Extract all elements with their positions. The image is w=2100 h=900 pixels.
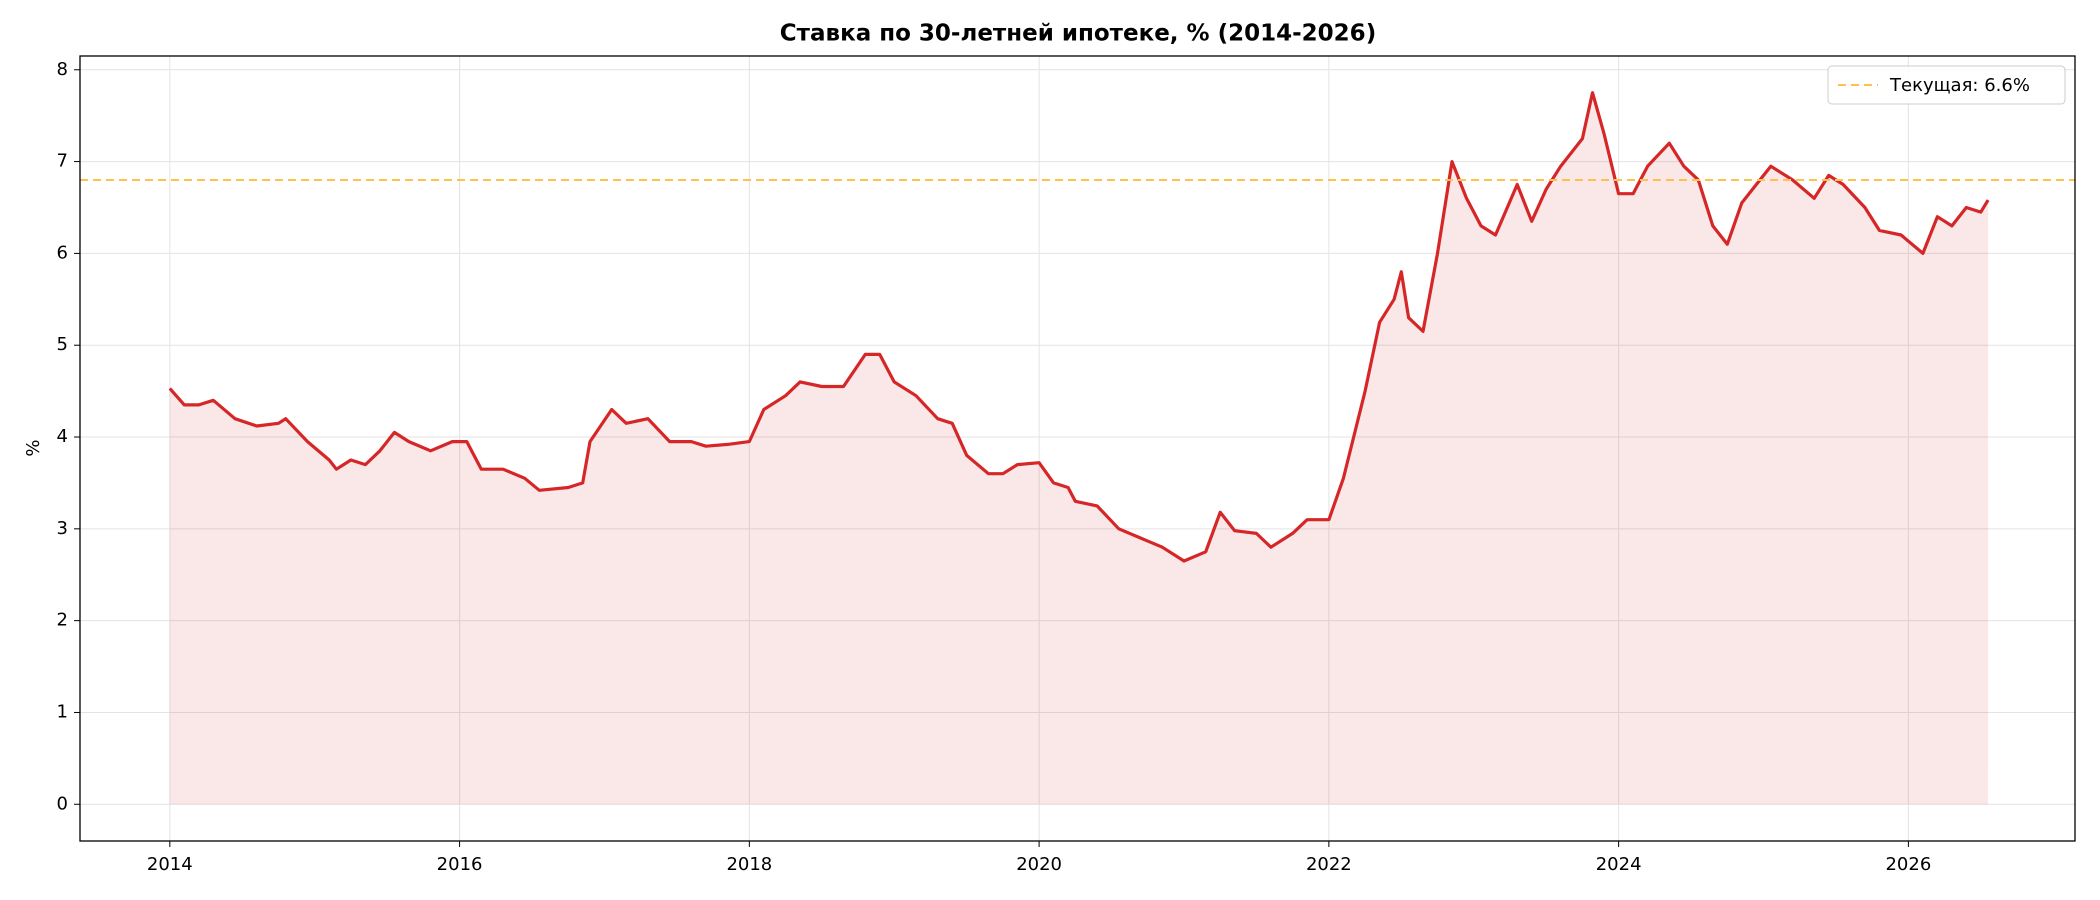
y-tick-label: 7 bbox=[57, 151, 68, 172]
y-tick-label: 5 bbox=[57, 334, 68, 355]
y-tick-label: 4 bbox=[57, 426, 68, 447]
y-tick-label: 3 bbox=[57, 518, 68, 539]
area-fill bbox=[169, 92, 1989, 805]
x-tick-label: 2014 bbox=[147, 854, 193, 875]
x-tick-label: 2016 bbox=[437, 854, 483, 875]
y-tick-label: 6 bbox=[57, 242, 68, 263]
x-tick-label: 2020 bbox=[1016, 854, 1062, 875]
y-tick-label: 8 bbox=[57, 59, 68, 80]
chart-title: Ставка по 30-летней ипотеке, % (2014-202… bbox=[780, 21, 1376, 47]
x-tick-label: 2018 bbox=[726, 854, 772, 875]
x-tick-label: 2022 bbox=[1306, 854, 1352, 875]
y-tick-label: 2 bbox=[57, 610, 68, 631]
x-tick-label: 2024 bbox=[1596, 854, 1642, 875]
y-axis-label: % bbox=[23, 439, 44, 456]
plot-frame bbox=[79, 55, 2076, 842]
y-tick-label: 1 bbox=[57, 701, 68, 722]
y-tick-label: 0 bbox=[57, 793, 68, 814]
legend-box bbox=[1827, 65, 2066, 105]
legend-label: Текущая: 6.6% bbox=[1889, 75, 2030, 96]
x-tick-label: 2026 bbox=[1885, 854, 1931, 875]
